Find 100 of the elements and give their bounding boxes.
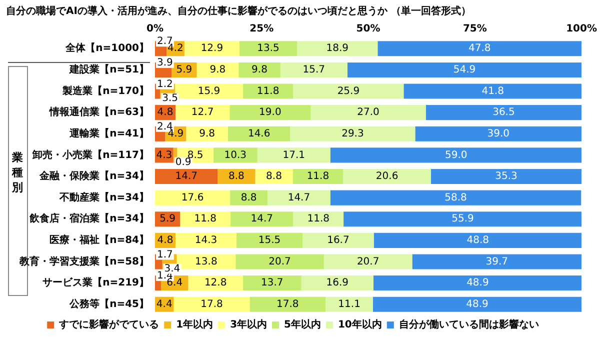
bar xyxy=(310,105,426,120)
data-label: 19.0 xyxy=(259,107,282,118)
data-label: 20.7 xyxy=(268,256,291,268)
bar xyxy=(230,212,294,227)
data-label: 39.7 xyxy=(486,256,508,268)
bar xyxy=(184,41,240,56)
bar xyxy=(238,62,280,78)
data-label: 48.9 xyxy=(466,298,488,310)
data-label: 39.0 xyxy=(487,128,510,140)
bar xyxy=(180,212,230,227)
data-label: 12.7 xyxy=(191,107,214,118)
data-label: 54.9 xyxy=(453,64,476,76)
y-tick-label: 公務等【n=45】 xyxy=(68,298,149,310)
data-label: 14.6 xyxy=(248,128,270,140)
bar xyxy=(268,190,330,206)
bar xyxy=(373,276,582,291)
bar xyxy=(374,232,582,248)
y-tick-label: 教育・学習支援業【n=58】 xyxy=(18,255,149,268)
bar xyxy=(302,232,374,248)
data-label: 4.8 xyxy=(157,107,174,118)
bar xyxy=(175,105,230,120)
bar xyxy=(297,41,378,56)
legend-label: 自分が働いている間は影響ない xyxy=(398,318,539,331)
y-tick-label: サービス業【n=219】 xyxy=(42,276,149,289)
data-label: 15.7 xyxy=(302,64,326,76)
bar xyxy=(324,254,412,270)
legend-label: すでに影響がでている xyxy=(58,318,160,331)
data-label: 14.7 xyxy=(175,171,198,182)
data-label: 1.2 xyxy=(157,78,173,90)
data-label: 6.4 xyxy=(166,278,183,289)
y-tick-label: 全体【n=1000】 xyxy=(64,42,149,54)
data-label: 16.7 xyxy=(327,235,350,246)
data-label: 20.6 xyxy=(376,171,398,182)
data-label: 58.8 xyxy=(444,192,467,204)
y-tick-label: 運輸業【n=41】 xyxy=(68,127,149,140)
bar xyxy=(412,254,582,270)
bar xyxy=(293,84,404,99)
data-label: 4.4 xyxy=(156,298,172,310)
bar xyxy=(415,126,582,142)
data-label: 3.4 xyxy=(164,263,180,274)
x-tick-label: 0% xyxy=(146,24,164,35)
chart-title: 自分の職場でAIの導入・活用が進み、自分の仕事に影響がでるのはいつ頃だと思うか （単一回答形式） xyxy=(5,4,472,19)
data-label: 18.9 xyxy=(326,43,348,54)
data-label: 8.8 xyxy=(228,171,244,182)
data-label: 14.7 xyxy=(250,214,273,225)
text: 業種別 xyxy=(12,150,24,195)
y-tick-label: 卸売・小売業【n=117】 xyxy=(32,148,149,161)
data-label: 59.0 xyxy=(445,150,468,161)
bar xyxy=(250,296,326,312)
data-label: 9.8 xyxy=(252,64,268,76)
x-tick-label: 100% xyxy=(566,24,598,35)
bar xyxy=(293,212,344,227)
bar xyxy=(378,41,582,56)
bar xyxy=(155,168,218,184)
data-label: 13.7 xyxy=(260,278,284,289)
data-label: 14.3 xyxy=(194,235,218,246)
y-tick-label: 情報通信業【n=63】 xyxy=(48,106,149,118)
bar xyxy=(236,254,324,270)
data-label: 3.5 xyxy=(162,92,178,104)
data-label: 25.9 xyxy=(337,86,360,97)
data-label: 13.5 xyxy=(257,43,280,54)
legend-label: 1年以内 xyxy=(176,318,214,331)
bar xyxy=(404,84,582,99)
data-label: 3.9 xyxy=(157,58,173,69)
data-label: 55.9 xyxy=(452,214,474,225)
bar xyxy=(155,190,230,206)
data-label: 11.1 xyxy=(338,298,360,310)
data-label: 12.8 xyxy=(204,278,227,289)
x-tick-label: 75% xyxy=(462,24,487,35)
bar xyxy=(426,105,582,120)
bar xyxy=(301,276,374,291)
data-label: 20.7 xyxy=(356,256,380,268)
data-label: 15.9 xyxy=(198,86,220,97)
data-label: 9.8 xyxy=(199,128,215,140)
data-label: 4.3 xyxy=(156,150,172,161)
bar xyxy=(372,296,582,312)
data-label: 17.1 xyxy=(282,150,305,161)
data-label: 11.8 xyxy=(306,171,330,182)
bar xyxy=(290,126,416,142)
bar xyxy=(330,148,582,163)
legend-label: 3年以内 xyxy=(230,318,268,331)
data-label: 5.9 xyxy=(160,214,176,225)
y-tick-label: 製造業【n=170】 xyxy=(62,84,149,97)
bar xyxy=(196,62,239,78)
bar xyxy=(186,126,228,142)
bar xyxy=(326,296,373,312)
data-label: 16.9 xyxy=(326,278,348,289)
bar xyxy=(236,232,303,248)
data-label: 15.5 xyxy=(258,235,281,246)
data-label: 5.9 xyxy=(176,64,192,76)
data-label: 27.0 xyxy=(357,107,380,118)
bar xyxy=(292,168,344,184)
data-label: 48.8 xyxy=(466,235,490,246)
data-label: 11.8 xyxy=(307,214,330,225)
y-tick-label: 不動産業【n=34】 xyxy=(58,191,149,204)
legend-label: 5年以内 xyxy=(284,318,321,331)
bar xyxy=(239,41,298,56)
y-tick-label: 飲食店・宿泊業【n=34】 xyxy=(28,212,149,225)
bar xyxy=(174,296,250,312)
data-label: 12.9 xyxy=(200,43,224,54)
